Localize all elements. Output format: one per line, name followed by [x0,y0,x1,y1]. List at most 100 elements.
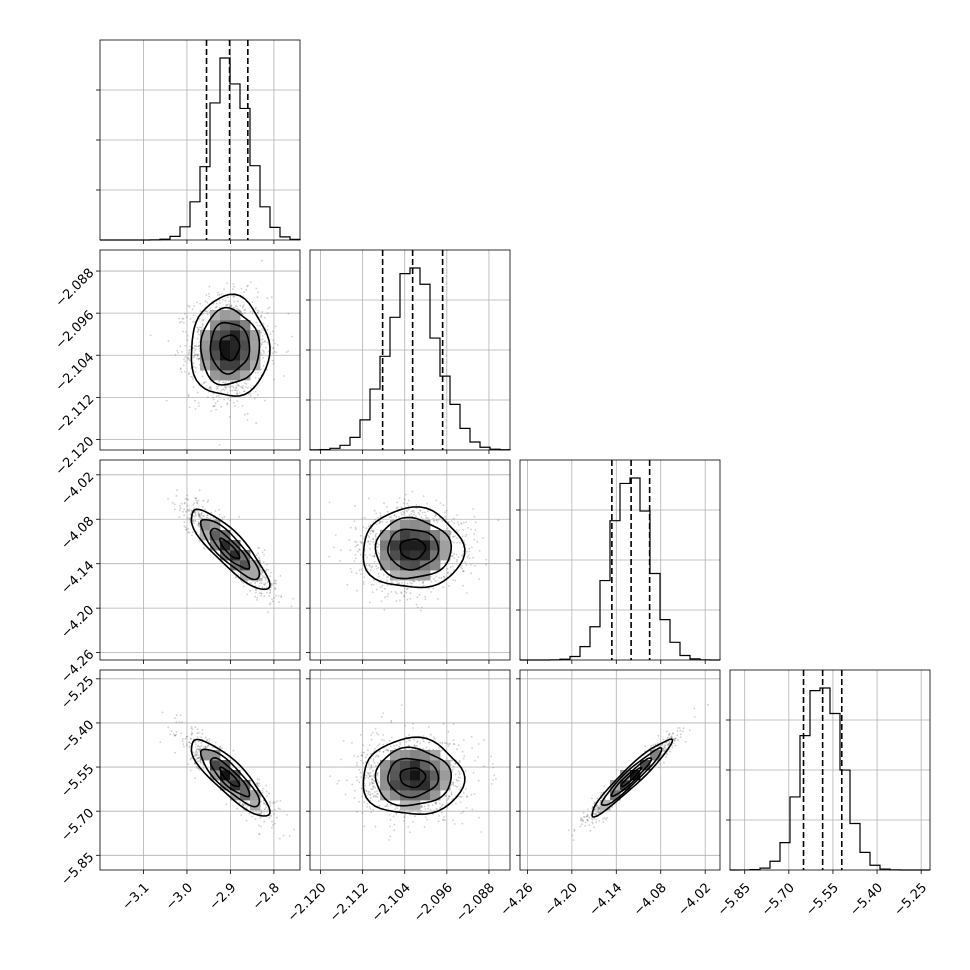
sample-point [371,782,374,784]
density-cell [210,540,221,551]
sample-point [208,386,211,389]
sample-point [368,782,371,785]
sample-point [255,287,258,290]
sample-point [232,295,235,298]
sample-point [421,581,424,583]
sample-point [220,389,223,392]
sample-point [268,817,271,819]
sample-point [278,837,281,840]
sample-point [435,514,438,516]
sample-point [693,707,696,710]
sample-point [467,554,470,557]
sample-point [189,517,191,520]
sample-point [199,760,202,763]
sample-point [404,724,406,727]
sample-point [598,807,601,810]
x-tick-label: −2.120 [285,880,330,925]
density-cell [440,540,451,551]
sample-point [207,499,210,502]
sample-point [270,584,273,587]
sample-point [391,580,394,582]
sample-point [658,766,660,769]
sample-point [369,768,371,770]
sample-point [679,733,682,736]
sample-point [356,544,358,547]
sample-point [258,582,261,585]
x-tick-label: −3.0 [163,880,196,913]
sample-point [233,285,235,288]
sample-point [215,302,218,305]
sample-point [203,381,206,384]
sample-point [372,782,375,785]
sample-point [598,806,601,809]
sample-point [364,761,367,763]
density-cell [630,770,641,781]
sample-point [200,516,202,519]
sample-point [395,812,398,815]
sample-point [439,802,441,805]
sample-point [390,736,393,739]
sample-point [226,402,229,404]
sample-point [368,543,371,545]
sample-point [583,816,586,819]
sample-point [460,523,463,525]
sample-point [371,778,374,781]
sample-point [224,299,227,302]
sample-point [393,744,395,747]
sample-point [187,499,189,501]
sample-point [222,388,225,391]
sample-point [202,514,205,517]
sample-point [338,559,341,562]
sample-point [426,818,428,821]
sample-point [198,746,201,748]
sample-point [464,544,467,546]
sample-point [256,580,259,583]
density-cell [430,540,441,551]
sample-point [462,570,465,572]
sample-point [382,750,385,753]
sample-point [239,801,241,804]
sample-point [458,529,460,532]
sample-point [363,536,366,538]
sample-point [206,501,209,503]
sample-point [218,293,221,296]
sample-point [260,592,263,595]
density-cell [430,770,441,781]
sample-point [383,502,385,505]
sample-point [365,527,368,529]
sample-point [204,746,207,749]
sample-point [269,602,272,604]
sample-point [197,757,199,760]
density-cell [210,310,221,321]
sample-point [188,531,191,534]
sample-point [263,549,266,551]
sample-point [597,809,600,811]
sample-point [372,530,375,532]
sample-point [220,293,223,295]
sample-point [197,327,200,329]
x-tick-label: −4.26 [498,880,537,919]
contour-line [399,767,427,789]
sample-point [169,733,172,736]
sample-point [242,387,245,390]
sample-point [671,746,674,749]
sample-point [260,368,263,371]
sample-point [365,564,368,567]
sample-point [663,761,665,764]
sample-point [662,748,665,751]
sample-point [264,346,267,349]
sample-point [376,792,378,795]
sample-point [377,516,379,519]
sample-point [571,834,574,837]
sample-point [440,749,443,752]
sample-point [368,601,371,604]
sample-point [229,519,231,522]
sample-point [265,568,268,571]
density-cell [220,330,231,341]
sample-point [254,376,257,379]
sample-point [194,371,197,373]
histogram-panel-2-2 [516,459,721,664]
sample-point [188,746,191,749]
sample-point [423,584,425,587]
sample-point [273,378,276,381]
